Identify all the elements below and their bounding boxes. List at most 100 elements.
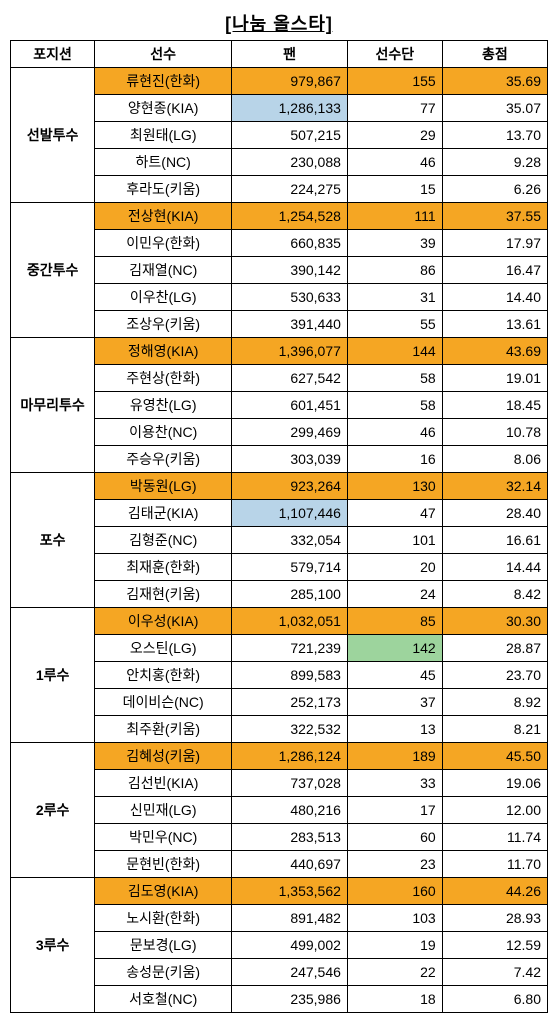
fan-cell: 1,254,528: [232, 203, 348, 230]
team-cell: 58: [347, 365, 442, 392]
fan-cell: 390,142: [232, 257, 348, 284]
player-cell: 오스틴(LG): [95, 635, 232, 662]
team-cell: 111: [347, 203, 442, 230]
fan-cell: 601,451: [232, 392, 348, 419]
player-cell: 안치홍(한화): [95, 662, 232, 689]
player-cell: 문현빈(한화): [95, 851, 232, 878]
team-cell: 15: [347, 176, 442, 203]
team-cell: 29: [347, 122, 442, 149]
total-cell: 28.87: [442, 635, 547, 662]
team-cell: 37: [347, 689, 442, 716]
header-total: 총점: [442, 41, 547, 68]
total-cell: 16.47: [442, 257, 547, 284]
table-row: 중간투수전상현(KIA)1,254,52811137.55: [11, 203, 548, 230]
player-cell: 박동원(LG): [95, 473, 232, 500]
header-fan: 팬: [232, 41, 348, 68]
fan-cell: 499,002: [232, 932, 348, 959]
total-cell: 11.70: [442, 851, 547, 878]
player-cell: 김태군(KIA): [95, 500, 232, 527]
player-cell: 이우찬(LG): [95, 284, 232, 311]
fan-cell: 891,482: [232, 905, 348, 932]
position-cell: 마무리투수: [11, 338, 95, 473]
team-cell: 22: [347, 959, 442, 986]
player-cell: 서호철(NC): [95, 986, 232, 1013]
total-cell: 11.74: [442, 824, 547, 851]
total-cell: 6.80: [442, 986, 547, 1013]
total-cell: 13.61: [442, 311, 547, 338]
total-cell: 13.70: [442, 122, 547, 149]
total-cell: 9.28: [442, 149, 547, 176]
total-cell: 28.93: [442, 905, 547, 932]
fan-cell: 332,054: [232, 527, 348, 554]
position-cell: 1루수: [11, 608, 95, 743]
table-row: 마무리투수정해영(KIA)1,396,07714443.69: [11, 338, 548, 365]
position-cell: 2루수: [11, 743, 95, 878]
team-cell: 47: [347, 500, 442, 527]
player-cell: 최원태(LG): [95, 122, 232, 149]
fan-cell: 899,583: [232, 662, 348, 689]
fan-cell: 252,173: [232, 689, 348, 716]
header-team: 선수단: [347, 41, 442, 68]
fan-cell: 979,867: [232, 68, 348, 95]
total-cell: 43.69: [442, 338, 547, 365]
total-cell: 44.26: [442, 878, 547, 905]
allstar-table: 포지션 선수 팬 선수단 총점 선발투수류현진(한화)979,86715535.…: [10, 40, 548, 1013]
team-cell: 160: [347, 878, 442, 905]
fan-cell: 579,714: [232, 554, 348, 581]
team-cell: 55: [347, 311, 442, 338]
table-row: 1루수이우성(KIA)1,032,0518530.30: [11, 608, 548, 635]
team-cell: 45: [347, 662, 442, 689]
team-cell: 60: [347, 824, 442, 851]
total-cell: 18.45: [442, 392, 547, 419]
player-cell: 이민우(한화): [95, 230, 232, 257]
team-cell: 155: [347, 68, 442, 95]
fan-cell: 303,039: [232, 446, 348, 473]
position-cell: 중간투수: [11, 203, 95, 338]
team-cell: 33: [347, 770, 442, 797]
team-cell: 103: [347, 905, 442, 932]
total-cell: 8.21: [442, 716, 547, 743]
player-cell: 하트(NC): [95, 149, 232, 176]
table-row: 2루수김혜성(키움)1,286,12418945.50: [11, 743, 548, 770]
fan-cell: 1,286,133: [232, 95, 348, 122]
fan-cell: 1,353,562: [232, 878, 348, 905]
fan-cell: 480,216: [232, 797, 348, 824]
total-cell: 16.61: [442, 527, 547, 554]
fan-cell: 530,633: [232, 284, 348, 311]
total-cell: 35.07: [442, 95, 547, 122]
total-cell: 14.44: [442, 554, 547, 581]
player-cell: 김선빈(KIA): [95, 770, 232, 797]
position-cell: 포수: [11, 473, 95, 608]
team-cell: 18: [347, 986, 442, 1013]
table-row: 선발투수류현진(한화)979,86715535.69: [11, 68, 548, 95]
player-cell: 김재열(NC): [95, 257, 232, 284]
total-cell: 32.14: [442, 473, 547, 500]
fan-cell: 224,275: [232, 176, 348, 203]
player-cell: 최재훈(한화): [95, 554, 232, 581]
player-cell: 김도영(KIA): [95, 878, 232, 905]
total-cell: 28.40: [442, 500, 547, 527]
position-cell: 3루수: [11, 878, 95, 1013]
player-cell: 후라도(키움): [95, 176, 232, 203]
team-cell: 101: [347, 527, 442, 554]
team-cell: 13: [347, 716, 442, 743]
team-cell: 17: [347, 797, 442, 824]
team-cell: 189: [347, 743, 442, 770]
fan-cell: 235,986: [232, 986, 348, 1013]
player-cell: 문보경(LG): [95, 932, 232, 959]
team-cell: 85: [347, 608, 442, 635]
fan-cell: 1,286,124: [232, 743, 348, 770]
table-row: 3루수김도영(KIA)1,353,56216044.26: [11, 878, 548, 905]
player-cell: 유영찬(LG): [95, 392, 232, 419]
fan-cell: 285,100: [232, 581, 348, 608]
fan-cell: 247,546: [232, 959, 348, 986]
team-cell: 58: [347, 392, 442, 419]
player-cell: 김혜성(키움): [95, 743, 232, 770]
header-player: 선수: [95, 41, 232, 68]
player-cell: 송성문(키움): [95, 959, 232, 986]
team-cell: 86: [347, 257, 442, 284]
team-cell: 46: [347, 419, 442, 446]
player-cell: 김형준(NC): [95, 527, 232, 554]
player-cell: 조상우(키움): [95, 311, 232, 338]
fan-cell: 299,469: [232, 419, 348, 446]
